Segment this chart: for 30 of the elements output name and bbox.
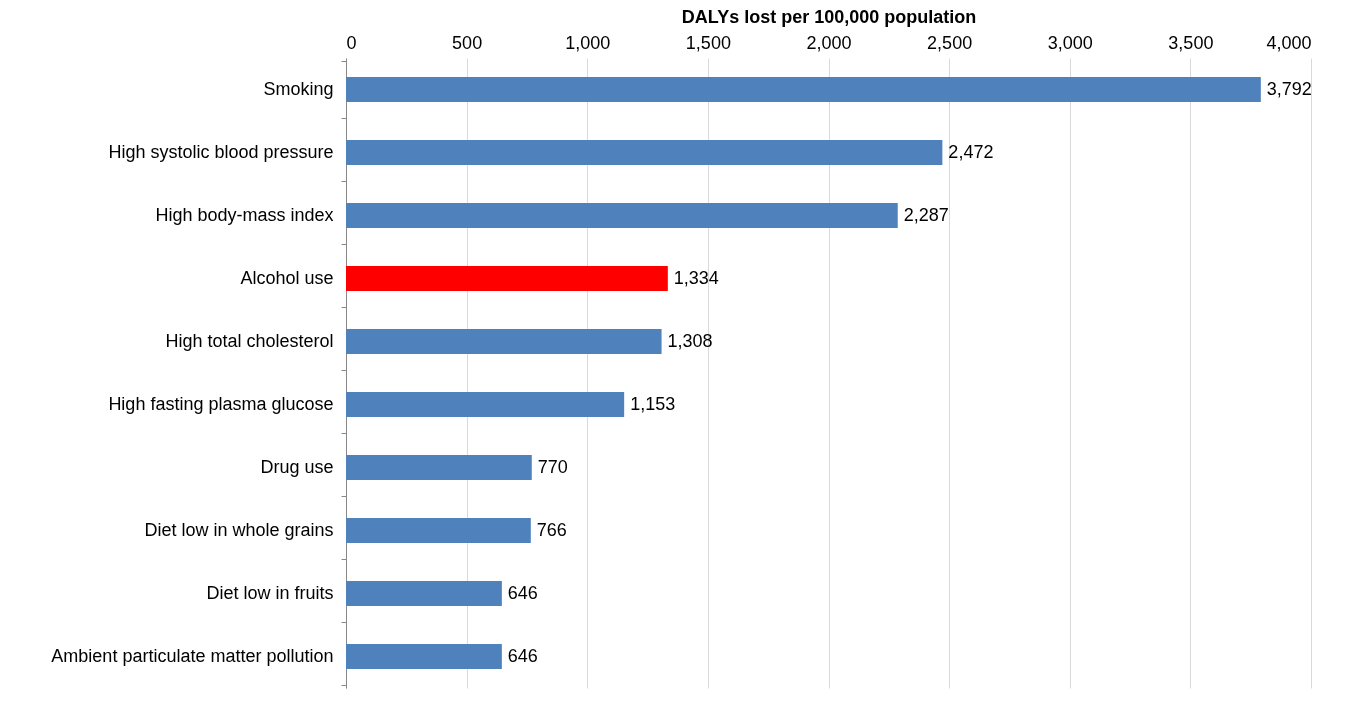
x-tick-label: 0 <box>346 32 357 53</box>
data-label: 646 <box>507 582 538 603</box>
y-tick-label: High fasting plasma glucose <box>108 394 334 414</box>
data-label: 2,287 <box>903 204 949 225</box>
x-tick-label: 1,500 <box>685 32 731 53</box>
y-tick-label: High total cholesterol <box>165 331 334 351</box>
data-label: 2,472 <box>948 141 994 162</box>
data-label: 1,153 <box>630 393 676 414</box>
x-tick-label: 3,500 <box>1168 32 1214 53</box>
data-label: 646 <box>507 645 538 666</box>
y-tick-label: High systolic blood pressure <box>108 142 334 162</box>
x-tick-label: 500 <box>452 32 483 53</box>
y-tick-label: Diet low in whole grains <box>144 520 334 540</box>
x-axis-title: DALYs lost per 100,000 population <box>681 6 977 27</box>
y-tick-label: Alcohol use <box>240 268 334 288</box>
x-tick-label: 2,000 <box>806 32 852 53</box>
data-label: 1,334 <box>673 267 719 288</box>
x-tick-label: 4,000 <box>1266 32 1312 53</box>
y-tick-label: High body-mass index <box>155 205 334 225</box>
data-label: 1,308 <box>667 330 713 351</box>
data-label: 766 <box>536 519 567 540</box>
y-tick-label: Drug use <box>260 457 334 477</box>
y-tick-label: Smoking <box>263 79 334 99</box>
y-tick-label: Diet low in fruits <box>206 583 334 603</box>
x-tick-label: 3,000 <box>1047 32 1093 53</box>
x-tick-label: 1,000 <box>565 32 611 53</box>
data-label: 770 <box>537 456 568 477</box>
y-tick-label: Ambient particulate matter pollution <box>51 646 334 666</box>
data-label: 3,792 <box>1266 78 1312 99</box>
x-tick-label: 2,500 <box>927 32 973 53</box>
